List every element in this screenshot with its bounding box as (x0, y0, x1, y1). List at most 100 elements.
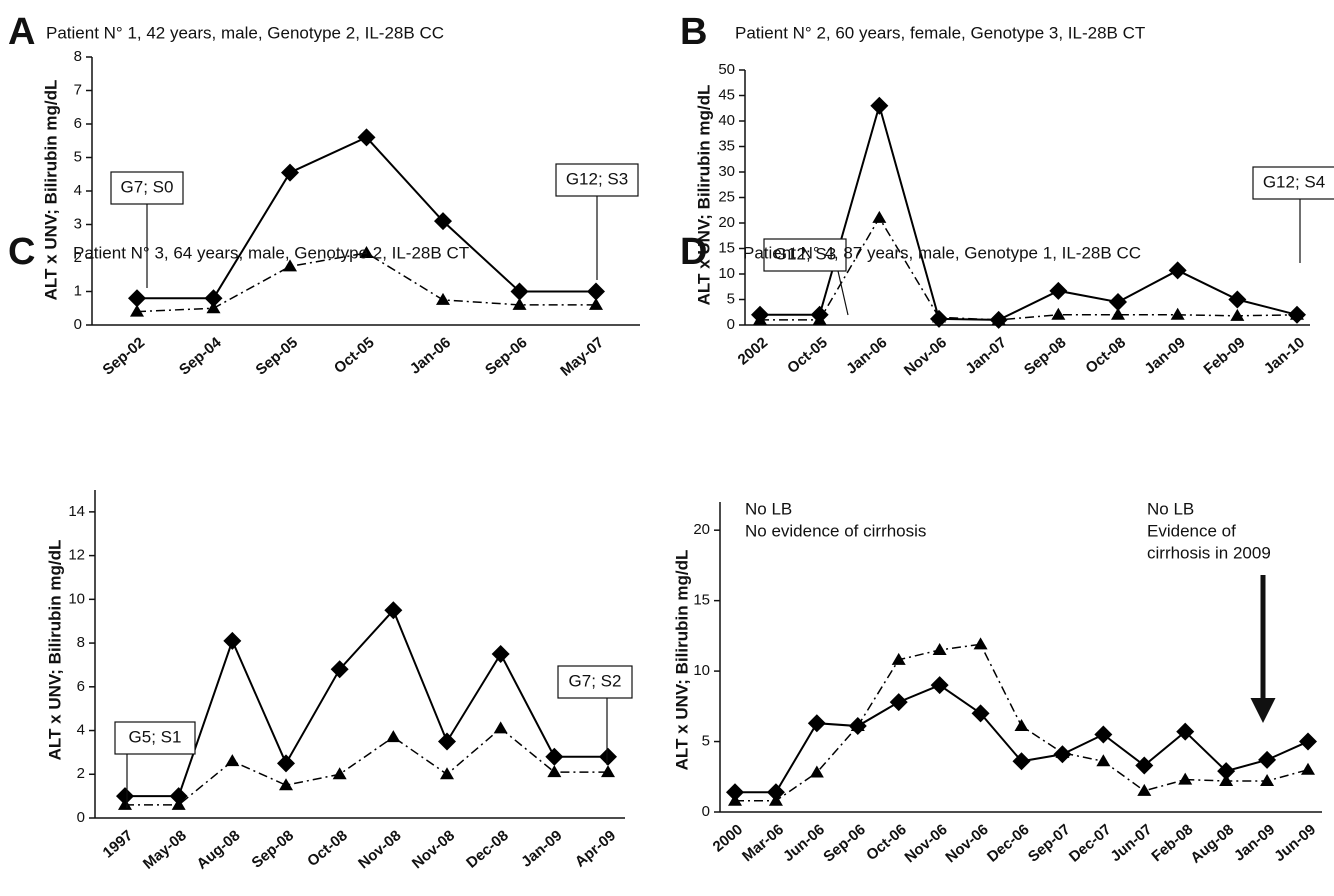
alt-marker (599, 747, 617, 766)
alt-marker (545, 747, 564, 766)
y-tick-label: 4 (77, 722, 85, 739)
y-tick-label: 10 (693, 662, 710, 679)
series-line (760, 216, 1298, 321)
alt-marker (128, 289, 146, 308)
x-tick-label: Jan-07 (962, 334, 1009, 378)
chart-title: Patient N° 1, 42 years, male, Genotype 2… (46, 23, 444, 42)
x-tick-label: Dec-08 (463, 827, 512, 872)
alt-marker (1168, 261, 1187, 280)
chart-title: Patient N° 2, 60 years, female, Genotype… (735, 23, 1145, 42)
bilirubin-marker (206, 301, 221, 314)
alt-marker (807, 714, 826, 733)
bilirubin-marker (872, 210, 887, 223)
x-tick-label: 1997 (100, 827, 136, 861)
y-tick-label: 20 (718, 214, 735, 231)
x-tick-label: Jan-09 (1231, 821, 1278, 865)
bilirubin-marker (932, 642, 947, 655)
y-tick-label: 0 (727, 316, 735, 333)
bilirubin-marker (332, 767, 347, 780)
annotation-text: G12; S3 (774, 244, 836, 263)
bilirubin-marker (440, 767, 454, 780)
x-tick-label: Sep-05 (253, 334, 302, 379)
alt-marker (1049, 281, 1068, 300)
y-tick-label: 8 (74, 48, 82, 65)
bilirubin-marker (359, 245, 374, 258)
y-tick-label: 0 (74, 316, 82, 333)
y-tick-label: 10 (718, 265, 735, 282)
annotation-leader (837, 270, 849, 316)
bilirubin-marker (130, 304, 144, 317)
bilirubin-marker (1260, 774, 1275, 786)
x-tick-label: Nov-06 (902, 821, 951, 866)
x-tick-label: Apr-09 (572, 827, 619, 871)
annotation-box (114, 721, 196, 755)
y-tick-label: 5 (702, 733, 710, 750)
bilirubin-marker (1230, 308, 1245, 321)
y-tick-label: 2 (74, 249, 82, 266)
annotation-text: cirrhosis in 2009 (1147, 543, 1271, 562)
bilirubin-marker (1178, 772, 1193, 785)
alt-marker (510, 282, 529, 301)
bilirubin-marker (512, 297, 527, 310)
annotation-box (763, 238, 847, 272)
x-tick-label: Jan-06 (843, 334, 890, 378)
alt-marker (281, 163, 299, 182)
alt-marker (204, 289, 223, 308)
alt-marker (1094, 725, 1113, 744)
y-tick-label: 25 (718, 188, 735, 205)
panel-letter: A (8, 11, 35, 53)
panel-letter: C (8, 231, 35, 273)
bilirubin-marker (283, 259, 297, 272)
bilirubin-marker (547, 765, 562, 778)
x-tick-label: Sep-08 (1021, 334, 1070, 379)
bilirubin-marker (1290, 307, 1304, 320)
panel-letter: D (680, 231, 707, 273)
annotation-text: No evidence of cirrhosis (745, 521, 926, 540)
y-tick-label: 10 (68, 590, 85, 607)
alt-marker (1228, 290, 1247, 309)
y-tick-label: 3 (74, 215, 82, 232)
annotation-text: G7; S2 (569, 671, 622, 690)
y-axis-label: ALT x UNV; Bilirubin mg/dL (41, 80, 60, 301)
y-tick-label: 1 (74, 282, 82, 299)
annotation-box (1252, 166, 1334, 200)
bilirubin-marker (279, 778, 293, 791)
alt-marker (223, 631, 242, 650)
alt-marker (116, 787, 134, 806)
x-tick-label: Sep-02 (100, 334, 149, 379)
x-tick-label: Oct-08 (304, 827, 351, 870)
x-tick-label: May-08 (140, 827, 190, 873)
alt-marker (357, 128, 376, 147)
annotation-text: G7; S0 (121, 177, 174, 196)
alt-marker (1299, 732, 1317, 751)
bilirubin-marker (171, 797, 186, 810)
y-tick-label: 15 (693, 592, 710, 609)
x-tick-label: Aug-08 (1187, 821, 1237, 867)
x-tick-label: Sep-07 (1025, 821, 1074, 866)
annotation-text: No LB (1147, 499, 1194, 518)
alt-marker (491, 645, 510, 663)
x-tick-label: Dec-06 (984, 821, 1033, 866)
x-tick-label: Oct-08 (1082, 334, 1129, 377)
alt-marker (277, 754, 295, 773)
bilirubin-marker (850, 719, 865, 732)
x-tick-label: May-07 (557, 334, 607, 380)
y-axis-label: ALT x UNV; Bilirubin mg/dL (45, 540, 64, 761)
series-line (760, 102, 1298, 321)
y-axis-label: ALT x UNV; Bilirubin mg/dL (672, 550, 691, 771)
y-tick-label: 5 (74, 148, 82, 165)
bilirubin-marker (932, 310, 946, 323)
bilirubin-marker (225, 754, 240, 767)
alt-marker (587, 282, 605, 301)
bilirubin-marker (809, 765, 824, 778)
y-tick-label: 7 (74, 81, 82, 98)
alt-marker (971, 704, 990, 723)
x-tick-label: Nov-08 (355, 827, 404, 872)
y-tick-label: 35 (718, 137, 735, 154)
y-tick-label: 45 (718, 86, 735, 103)
bilirubin-marker (436, 292, 450, 305)
bilirubin-marker (1051, 307, 1066, 320)
x-tick-label: 2002 (735, 334, 771, 368)
bilirubin-marker (601, 765, 615, 778)
